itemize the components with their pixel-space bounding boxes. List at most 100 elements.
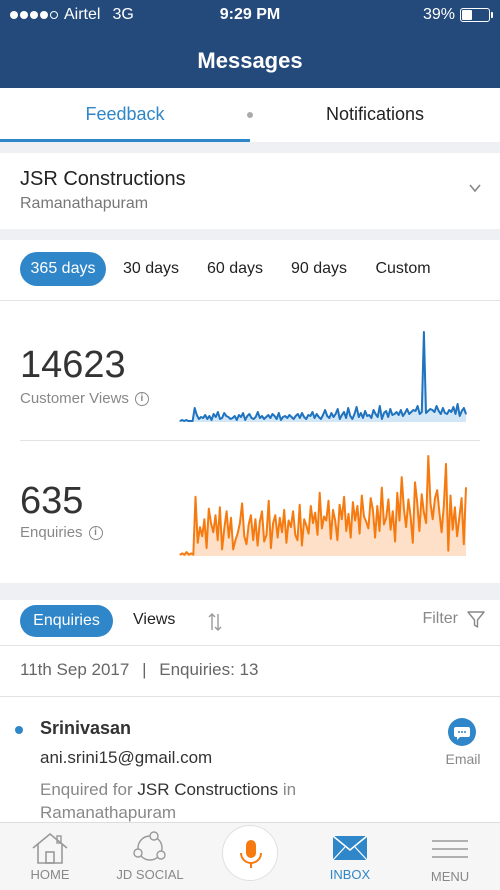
- toggle-enquiries[interactable]: Enquiries: [20, 605, 113, 637]
- data-point: [390, 529, 392, 531]
- status-time: 9:29 PM: [219, 6, 281, 23]
- data-point: [314, 417, 316, 419]
- data-point: [461, 410, 463, 412]
- data-point: [227, 416, 229, 418]
- data-point: [370, 417, 372, 419]
- nav-home-label: HOME: [30, 867, 70, 882]
- sort-icon[interactable]: [206, 612, 224, 632]
- data-point: [240, 416, 242, 418]
- data-point: [214, 514, 217, 516]
- data-point: [372, 509, 374, 511]
- customer-views-label-text: Customer Views: [20, 390, 129, 407]
- data-point: [194, 407, 196, 409]
- data-point: [370, 497, 372, 499]
- data-point: [303, 518, 305, 520]
- data-point: [381, 418, 383, 420]
- data-point: [232, 417, 234, 419]
- data-point: [367, 527, 369, 529]
- battery-percent: 39%: [422, 6, 455, 23]
- data-point: [308, 533, 310, 535]
- data-point: [199, 526, 201, 528]
- data-point: [417, 405, 419, 407]
- filter-button[interactable]: Filter: [422, 609, 486, 629]
- data-point: [221, 548, 223, 550]
- data-point: [427, 455, 429, 457]
- voice-search-button[interactable]: [222, 825, 278, 881]
- range-90-days[interactable]: 90 days: [290, 260, 348, 277]
- nav-inbox[interactable]: INBOX: [300, 823, 400, 890]
- tab-feedback[interactable]: Feedback: [0, 88, 250, 142]
- data-point: [421, 493, 423, 495]
- nav-menu-label: MENU: [430, 869, 470, 884]
- data-point: [236, 419, 238, 421]
- data-point: [339, 504, 341, 506]
- data-point: [396, 492, 398, 494]
- data-point: [400, 409, 402, 411]
- data-point: [442, 407, 444, 409]
- data-point: [215, 416, 217, 418]
- data-point: [429, 502, 432, 504]
- data-point: [257, 411, 259, 413]
- data-point: [263, 540, 265, 543]
- data-point: [192, 420, 194, 422]
- data-point: [436, 405, 438, 407]
- mic-icon: [240, 840, 262, 868]
- data-point: [328, 417, 330, 419]
- data-point: [334, 519, 336, 522]
- data-point: [226, 510, 228, 512]
- info-icon[interactable]: i: [88, 525, 103, 540]
- toggle-views[interactable]: Views: [133, 611, 176, 628]
- data-point: [276, 418, 278, 420]
- data-point: [362, 417, 364, 419]
- data-point: [368, 414, 370, 416]
- email-button[interactable]: [448, 718, 476, 746]
- nav-inbox-label: INBOX: [329, 867, 371, 882]
- chevron-down-icon[interactable]: [468, 181, 482, 195]
- status-right: 39%: [422, 6, 493, 24]
- date-header: 11th Sep 2017 | Enquiries: 13: [20, 660, 258, 680]
- data-point: [183, 420, 185, 422]
- divider: [20, 440, 480, 441]
- nav-home[interactable]: HOME: [0, 823, 100, 890]
- data-point: [203, 518, 205, 520]
- data-point: [310, 505, 312, 507]
- tab-notifications[interactable]: Notifications: [325, 104, 425, 124]
- data-point: [347, 513, 350, 515]
- data-point: [432, 518, 434, 520]
- filter-label: Filter: [422, 610, 458, 627]
- data-point: [295, 415, 297, 417]
- range-60-days[interactable]: 60 days: [206, 260, 264, 277]
- data-point: [292, 510, 294, 512]
- business-selector[interactable]: JSR Constructions Ramanathapuram: [0, 153, 500, 229]
- range-30-days[interactable]: 30 days: [122, 260, 180, 277]
- customer-views-label: Customer Views i: [20, 390, 149, 407]
- unread-dot-icon: [15, 726, 23, 734]
- nav-jd-social[interactable]: JD SOCIAL: [100, 823, 200, 890]
- data-point: [237, 533, 239, 535]
- data-point: [327, 500, 330, 502]
- enquirer-email[interactable]: ani.srini15@gmail.com: [40, 748, 213, 767]
- range-365-days[interactable]: 365 days: [20, 252, 106, 286]
- data-point: [401, 476, 403, 478]
- data-point: [325, 519, 327, 522]
- data-point: [198, 418, 200, 420]
- info-icon[interactable]: i: [134, 391, 149, 406]
- data-point: [450, 411, 452, 413]
- data-point: [301, 544, 303, 547]
- nav-menu[interactable]: MENU: [400, 823, 500, 890]
- data-point: [213, 413, 215, 415]
- data-point: [252, 539, 254, 541]
- enquiries-count: 635: [20, 480, 84, 522]
- signal-icon: [10, 11, 58, 19]
- divider: [0, 300, 500, 301]
- data-point: [270, 547, 272, 549]
- range-custom[interactable]: Custom: [375, 260, 431, 277]
- data-point: [242, 412, 244, 414]
- data-point: [463, 407, 465, 409]
- data-point: [277, 537, 279, 539]
- email-button-label[interactable]: Email: [445, 751, 481, 767]
- enquirer-name[interactable]: Srinivasan: [40, 718, 132, 738]
- enquiry-date: 11th Sep 2017: [20, 660, 130, 679]
- data-point: [206, 418, 208, 420]
- data-point: [345, 417, 347, 419]
